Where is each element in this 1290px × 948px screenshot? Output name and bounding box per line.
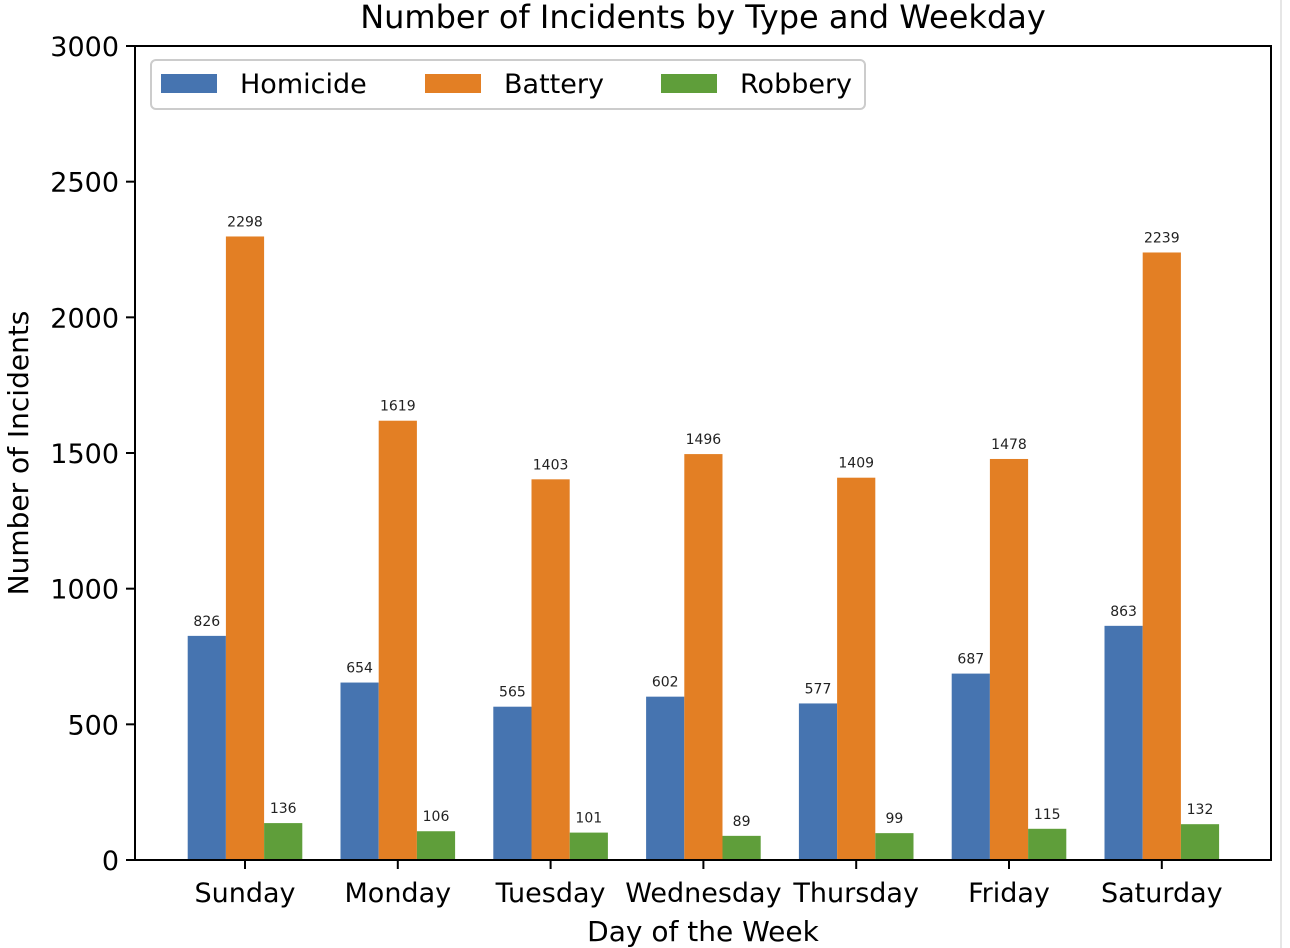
bar-value-label: 2239	[1144, 230, 1180, 246]
bar-homicide	[798, 703, 838, 860]
bar-robbery	[875, 833, 914, 860]
bar-value-label: 89	[733, 814, 751, 830]
y-axis-label: Number of Incidents	[2, 311, 35, 596]
legend-label-homicide: Homicide	[240, 69, 367, 100]
bar-battery	[531, 479, 570, 860]
bar-value-label: 565	[499, 685, 526, 701]
bar-battery	[684, 454, 723, 860]
y-tick-label: 0	[102, 846, 119, 877]
bar-homicide	[1104, 625, 1143, 860]
legend-swatch-homicide	[161, 74, 217, 93]
x-tick-label: Tuesday	[495, 878, 606, 909]
bar-value-label: 1409	[838, 456, 874, 472]
x-tick-label: Sunday	[194, 878, 295, 909]
x-tick-label: Monday	[345, 878, 452, 909]
bar-value-label: 132	[1187, 802, 1214, 818]
x-tick-label: Friday	[968, 878, 1050, 909]
bar-value-label: 1496	[686, 432, 722, 448]
bar-homicide	[340, 682, 379, 860]
bar-battery	[1142, 252, 1181, 860]
bar-value-label: 602	[652, 675, 679, 691]
bar-homicide	[493, 706, 532, 860]
bar-battery	[378, 420, 417, 860]
bar-robbery	[569, 832, 608, 860]
y-tick-label: 1000	[50, 575, 119, 606]
chart-title: Number of Incidents by Type and Weekday	[360, 0, 1046, 36]
bar-value-label: 115	[1034, 807, 1061, 823]
plot-frame	[134, 45, 1272, 861]
x-tick-label: Thursday	[792, 878, 919, 909]
y-tick-label: 3000	[50, 32, 119, 63]
y-tick-label: 2000	[50, 303, 119, 334]
bar-battery	[225, 236, 265, 860]
legend-label-battery: Battery	[504, 69, 604, 100]
bar-robbery	[1028, 828, 1067, 860]
bar-value-label: 2298	[227, 214, 263, 230]
legend-label-robbery: Robbery	[740, 69, 852, 100]
bar-value-label: 101	[575, 811, 602, 827]
x-tick-label: Saturday	[1101, 878, 1223, 909]
legend: Homicide Battery Robbery	[150, 59, 866, 110]
bar-robbery	[416, 831, 456, 860]
bar-battery	[989, 458, 1029, 860]
bar-value-label: 654	[346, 661, 373, 677]
bar-value-label: 687	[957, 652, 984, 668]
bar-value-label: 863	[1110, 604, 1137, 620]
legend-swatch-robbery	[661, 74, 717, 93]
bar-value-label: 99	[885, 811, 903, 827]
window-edge	[1280, 0, 1282, 948]
bar-value-label: 826	[193, 614, 220, 630]
bar-value-label: 1403	[533, 457, 569, 473]
bar-value-label: 577	[805, 681, 832, 697]
legend-box	[150, 59, 866, 110]
bar-homicide	[951, 673, 990, 860]
bar-robbery	[722, 835, 761, 860]
x-axis-label: Day of the Week	[587, 915, 819, 948]
bar-homicide	[646, 696, 685, 860]
bar-value-label: 136	[270, 801, 297, 817]
bar-robbery	[264, 823, 303, 860]
bar-value-label: 1478	[991, 437, 1027, 453]
y-tick-label: 1500	[50, 439, 119, 470]
x-tick-label: Wednesday	[625, 878, 781, 909]
y-tick-label: 2500	[50, 168, 119, 199]
bar-battery	[837, 477, 876, 860]
bar-robbery	[1180, 824, 1220, 860]
y-tick-label: 500	[67, 710, 119, 741]
bar-value-label: 1619	[380, 399, 416, 415]
bar-value-label: 106	[423, 809, 450, 825]
legend-swatch-battery	[425, 74, 481, 93]
bar-homicide	[187, 635, 226, 860]
